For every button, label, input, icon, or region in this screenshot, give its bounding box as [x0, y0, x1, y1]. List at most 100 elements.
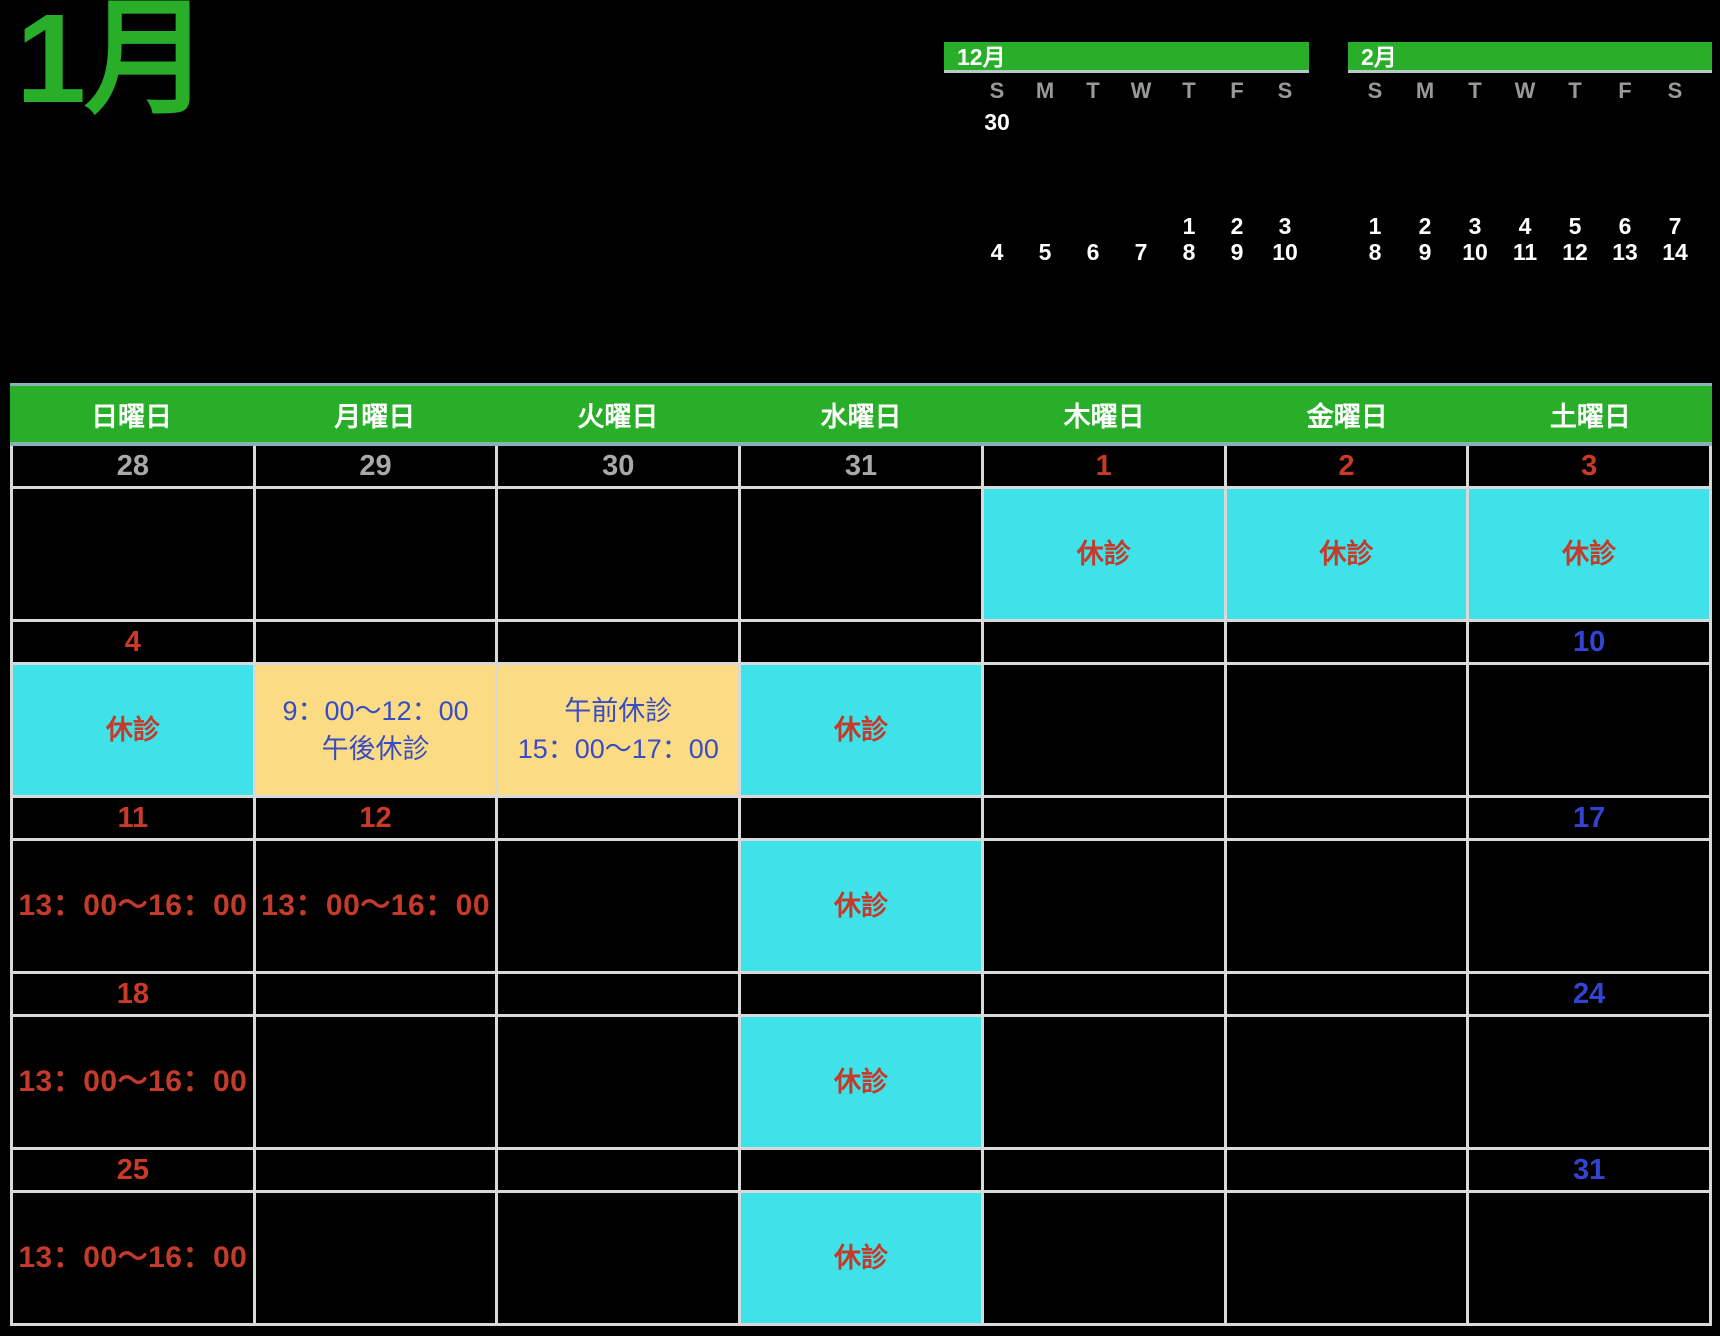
date-cell	[741, 798, 981, 838]
mini-date-cell	[1165, 187, 1213, 213]
mini-date-cell	[1650, 109, 1700, 135]
mini-day-letter: W	[1514, 78, 1536, 103]
mini-date-cell: 3	[1278, 212, 1292, 239]
schedule-cell-empty	[1226, 1193, 1467, 1323]
mini-calendar-december-label: 12月	[944, 42, 1309, 73]
mini-date-cell	[1117, 109, 1165, 135]
schedule-cell-empty	[255, 1193, 496, 1323]
mini-date-cell	[1550, 161, 1600, 187]
mini-day-letter: T	[1182, 78, 1196, 103]
mini-date-cell	[1450, 187, 1500, 213]
mini-date-cell	[1550, 135, 1600, 161]
schedule-text: 9：00～12：00	[282, 696, 469, 726]
date-cell: 2	[1226, 446, 1467, 486]
mini-date-cell	[973, 213, 1021, 239]
mini-date-cell: 3	[1468, 212, 1482, 239]
mini-date-cell: 7	[1668, 212, 1682, 239]
weekday-header-row: 日曜日 月曜日 火曜日 水曜日 木曜日 金曜日 土曜日	[10, 383, 1712, 446]
mini-calendar-december-dates: 30 1 2 3 4 5 6 7 8 9 10	[973, 109, 1309, 265]
mini-date-cell	[1117, 213, 1165, 239]
mini-date-cell	[1500, 109, 1550, 135]
mini-date-cell	[1261, 187, 1309, 213]
mini-calendar-december: 12月 S M T W T F S 30 1 2 3 4 5 6 7 8 9 10	[944, 42, 1309, 265]
date-cell	[741, 974, 981, 1014]
mini-date-cell	[1069, 213, 1117, 239]
mini-date-cell: 8	[1182, 238, 1196, 265]
date-cell: 3	[1469, 446, 1709, 486]
schedule-cell: 休診	[741, 1017, 981, 1147]
date-cell: 17	[1469, 798, 1709, 838]
weekday-header: 木曜日	[1063, 401, 1145, 432]
mini-day-letter: F	[1618, 78, 1632, 103]
mini-day-letter: T	[1086, 78, 1100, 103]
schedule-cell-empty	[1226, 665, 1467, 795]
date-cell	[255, 974, 496, 1014]
monthly-schedule-calendar: 日曜日 月曜日 火曜日 水曜日 木曜日 金曜日 土曜日 28 29 30 31 1 2 3 休診 休診 休診 4…	[10, 383, 1712, 1326]
mini-date-cell	[1213, 109, 1261, 135]
mini-date-cell	[973, 187, 1021, 213]
schedule-text: 15：00～17：00	[517, 734, 719, 764]
mini-date-cell: 7	[1134, 238, 1148, 265]
schedule-cell-empty	[1469, 665, 1709, 795]
schedule-cell-empty	[498, 841, 739, 971]
weekday-header: 金曜日	[1306, 401, 1388, 432]
weekday-header: 水曜日	[820, 401, 902, 432]
mini-date-cell	[1400, 161, 1450, 187]
schedule-cell: 9：00～12：00 午後休診	[255, 665, 496, 795]
date-cell	[498, 622, 739, 662]
schedule-text: 休診	[1076, 539, 1131, 569]
mini-day-letter: T	[1568, 78, 1582, 103]
date-cell	[498, 974, 739, 1014]
mini-date-cell	[1450, 135, 1500, 161]
schedule-cell-empty	[983, 665, 1224, 795]
schedule-cell: 午前休診 15：00～17：00	[498, 665, 739, 795]
weekday-header: 月曜日	[334, 401, 416, 432]
mini-date-cell	[1021, 109, 1069, 135]
mini-date-cell	[1350, 187, 1400, 213]
mini-date-cell	[1117, 187, 1165, 213]
schedule-cell: 休診	[1226, 489, 1467, 619]
mini-date-cell	[1165, 161, 1213, 187]
mini-date-cell: 12	[1562, 238, 1588, 265]
schedule-cell: 休診	[13, 665, 253, 795]
schedule-text: 休診	[105, 715, 160, 745]
mini-calendar-february-label: 2月	[1348, 42, 1712, 73]
schedule-cell: 休診	[983, 489, 1224, 619]
schedule-text: 13：00～16：00	[18, 889, 248, 922]
mini-date-cell	[1600, 109, 1650, 135]
schedule-cell-empty	[1226, 841, 1467, 971]
mini-day-letter: M	[1035, 78, 1055, 103]
mini-day-letter: S	[1667, 78, 1683, 103]
mini-date-cell	[1261, 109, 1309, 135]
mini-date-cell	[1600, 161, 1650, 187]
mini-date-cell: 10	[1272, 238, 1298, 265]
mini-date-cell	[1117, 135, 1165, 161]
mini-date-cell	[1021, 187, 1069, 213]
mini-date-cell: 4	[1518, 212, 1532, 239]
schedule-text: 休診	[833, 1067, 888, 1097]
mini-day-letter: S	[1277, 78, 1293, 103]
date-cell: 31	[741, 446, 981, 486]
mini-date-cell	[973, 135, 1021, 161]
mini-date-cell: 2	[1230, 212, 1244, 239]
schedule-cell-empty	[1469, 1193, 1709, 1323]
mini-day-letter: M	[1415, 78, 1435, 103]
mini-date-cell	[1261, 135, 1309, 161]
mini-date-cell	[1069, 109, 1117, 135]
date-cell: 28	[13, 446, 253, 486]
mini-day-letter: T	[1468, 78, 1482, 103]
schedule-cell: 13：00～16：00	[13, 1193, 253, 1323]
date-cell: 12	[255, 798, 496, 838]
mini-date-cell	[1069, 187, 1117, 213]
mini-date-cell	[1650, 187, 1700, 213]
schedule-cell: 13：00～16：00	[13, 841, 253, 971]
mini-date-cell: 6	[1618, 212, 1632, 239]
calendar-body: 28 29 30 31 1 2 3 休診 休診 休診 4 10 休診 9：00～12：00 午後休診 午前休診…	[10, 446, 1712, 1326]
date-cell	[983, 798, 1224, 838]
mini-date-cell	[1213, 135, 1261, 161]
schedule-cell: 休診	[741, 841, 981, 971]
date-cell: 4	[13, 622, 253, 662]
